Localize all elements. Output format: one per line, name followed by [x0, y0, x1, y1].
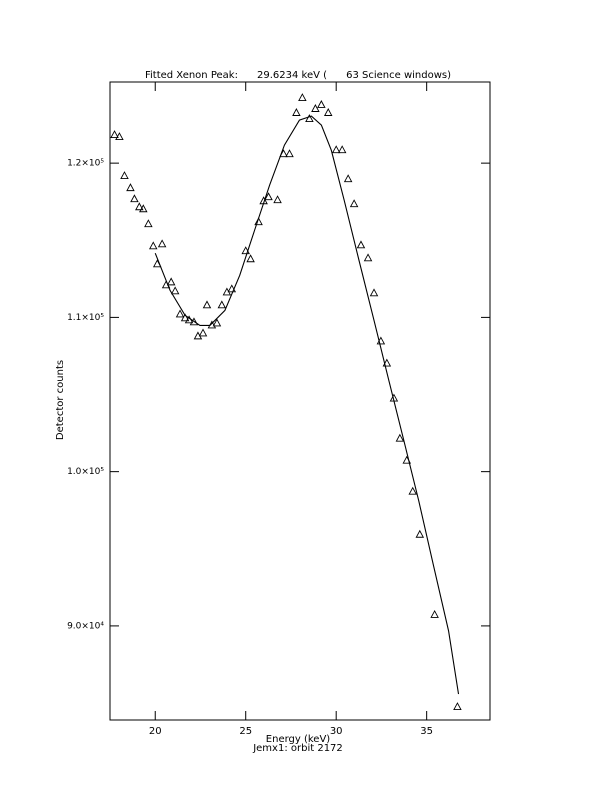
data-point	[285, 149, 294, 158]
data-point	[139, 204, 148, 213]
chart-title: Fitted Xenon Peak: 29.6234 keV ( 63 Scie…	[145, 70, 451, 81]
data-point	[157, 239, 167, 248]
footer: Jemx1: orbit 2172	[252, 743, 343, 754]
x-axis-label: Energy (keV)	[266, 734, 331, 745]
data-point	[305, 114, 314, 122]
data-point	[130, 194, 139, 203]
data-point	[110, 130, 119, 139]
data-point	[382, 358, 392, 367]
data-point	[170, 286, 180, 295]
x-tick-label: 30	[330, 726, 343, 737]
data-point	[115, 132, 124, 141]
y-tick-label: 1.2×10⁵	[67, 159, 104, 169]
data-point	[175, 309, 185, 318]
data-point	[408, 486, 417, 495]
data-point	[264, 192, 273, 201]
data-point	[227, 284, 237, 293]
fit-curve	[154, 115, 460, 695]
data-point	[246, 254, 255, 263]
x-tick-label: 25	[239, 726, 252, 737]
data-point	[323, 108, 333, 116]
data-point	[148, 241, 158, 250]
data-point	[254, 217, 263, 226]
y-tick-label: 9.0×10⁴	[67, 621, 104, 631]
data-point	[430, 610, 439, 618]
data-point	[212, 318, 222, 327]
x-tick-label: 20	[149, 726, 162, 737]
y-tick-label: 1.1×10⁵	[67, 313, 104, 323]
data-point	[198, 328, 208, 337]
data-point	[135, 202, 144, 211]
data-point	[189, 317, 199, 326]
x-tick-label: 35	[420, 726, 433, 737]
plot-frame	[109, 81, 491, 721]
data-point	[180, 313, 190, 322]
data-point	[331, 145, 341, 154]
data-point	[126, 183, 135, 192]
y-axis-label: Detector counts	[55, 360, 66, 440]
data-point	[202, 300, 212, 309]
data-point	[356, 240, 366, 249]
data-point	[369, 288, 379, 297]
data-point	[311, 104, 320, 112]
data-point	[273, 195, 282, 204]
data-point	[415, 529, 425, 538]
data-point	[292, 108, 301, 116]
data-point	[120, 171, 129, 180]
data-point	[343, 174, 353, 183]
data-point	[453, 702, 462, 710]
data-point	[395, 433, 405, 442]
data-point	[363, 253, 373, 262]
data-point	[337, 145, 347, 154]
data-point	[349, 199, 359, 208]
y-tick-label: 1.0×10⁵	[67, 467, 104, 477]
data-point	[298, 93, 307, 101]
data-point	[144, 219, 153, 228]
data-point	[166, 277, 176, 286]
data-point	[317, 100, 326, 108]
data-point	[217, 300, 227, 309]
